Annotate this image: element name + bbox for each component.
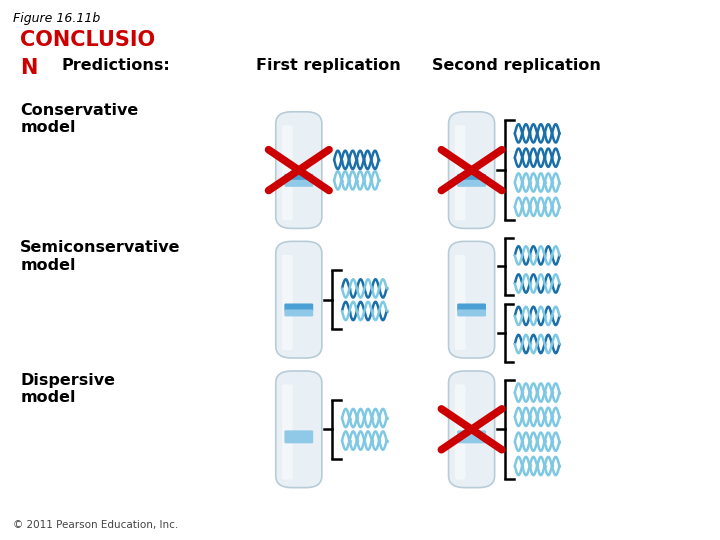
FancyBboxPatch shape bbox=[457, 309, 486, 316]
FancyBboxPatch shape bbox=[457, 430, 486, 443]
Text: N: N bbox=[20, 58, 37, 78]
Text: First replication: First replication bbox=[256, 58, 400, 73]
FancyBboxPatch shape bbox=[284, 180, 313, 187]
FancyBboxPatch shape bbox=[457, 180, 486, 187]
FancyBboxPatch shape bbox=[449, 112, 495, 228]
FancyBboxPatch shape bbox=[282, 384, 292, 480]
Text: CONCLUSIO: CONCLUSIO bbox=[20, 30, 156, 50]
FancyBboxPatch shape bbox=[455, 255, 465, 350]
Text: Dispersive
model: Dispersive model bbox=[20, 373, 115, 405]
FancyBboxPatch shape bbox=[276, 112, 322, 228]
FancyBboxPatch shape bbox=[457, 303, 486, 312]
FancyBboxPatch shape bbox=[455, 125, 465, 220]
FancyBboxPatch shape bbox=[282, 125, 292, 220]
Text: Second replication: Second replication bbox=[432, 58, 601, 73]
FancyBboxPatch shape bbox=[284, 303, 313, 312]
Text: Conservative
model: Conservative model bbox=[20, 103, 138, 135]
Text: Figure 16.11b: Figure 16.11b bbox=[13, 12, 100, 25]
FancyBboxPatch shape bbox=[284, 174, 313, 182]
Text: Predictions:: Predictions: bbox=[61, 58, 170, 73]
FancyBboxPatch shape bbox=[449, 241, 495, 358]
FancyBboxPatch shape bbox=[457, 174, 486, 182]
FancyBboxPatch shape bbox=[449, 371, 495, 488]
FancyBboxPatch shape bbox=[276, 241, 322, 358]
Text: Semiconservative
model: Semiconservative model bbox=[20, 240, 181, 273]
Text: © 2011 Pearson Education, Inc.: © 2011 Pearson Education, Inc. bbox=[13, 520, 179, 530]
FancyBboxPatch shape bbox=[455, 384, 465, 480]
FancyBboxPatch shape bbox=[282, 255, 292, 350]
FancyBboxPatch shape bbox=[284, 430, 313, 443]
FancyBboxPatch shape bbox=[284, 309, 313, 316]
FancyBboxPatch shape bbox=[276, 371, 322, 488]
